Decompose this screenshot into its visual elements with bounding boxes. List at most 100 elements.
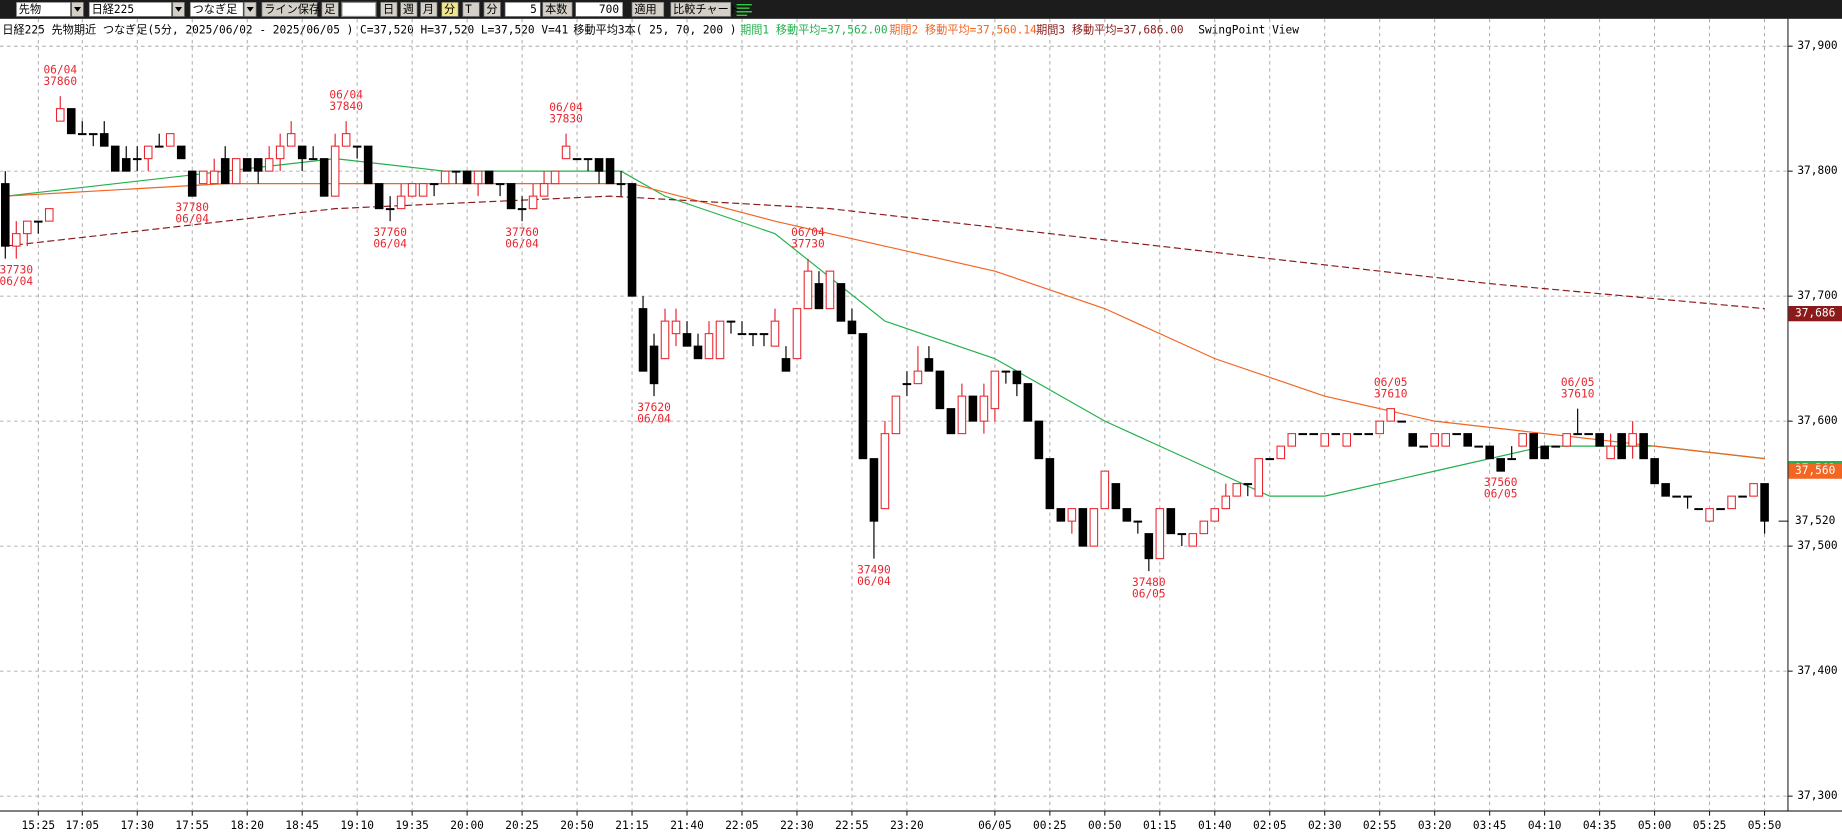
candle-body [1276,445,1286,460]
input [575,1,623,17]
toolbar-label: つなぎ足 [193,2,238,16]
toolbar-label: 適用 [634,2,656,16]
toolbar-item[interactable]: 日経225 [88,1,185,17]
candle-body [968,395,978,422]
toolbar-item[interactable]: 5 [504,1,541,17]
candle-body [451,170,461,173]
swing-date: 06/04 [0,275,33,288]
candle-body [803,270,813,310]
candle-body [484,170,494,185]
candle-body [396,195,406,210]
x-tick-label: 05:00 [1638,819,1672,832]
candle-body [1485,445,1494,460]
candle-body [1243,483,1253,486]
candle-body [869,458,879,522]
toolbar-item[interactable]: 700 [575,1,623,17]
swing-date: 06/05 [1484,488,1518,501]
candle-body [220,158,230,185]
toolbar-item[interactable]: 分 [441,1,459,17]
toolbar-item[interactable]: ライン保存 [261,2,320,17]
price-tag [1788,306,1842,322]
candle-body [990,370,1000,410]
toolbar-label: ライン保存 [264,2,320,16]
candle-body [814,283,824,310]
candle-body [1012,370,1022,385]
toolbar-item[interactable]: 週 [400,1,418,17]
candle-body [1672,495,1681,498]
candle-body [627,183,637,297]
candle-body [594,158,604,172]
x-tick-label: 20:50 [560,819,594,832]
candle-body [1188,533,1198,547]
candle-body [583,158,593,161]
candle-body [1144,533,1154,560]
candle-body [352,145,362,148]
x-tick-label: 04:10 [1528,819,1562,832]
footer-note: SwingPoint View [1198,24,1299,37]
candle-body [1507,458,1516,461]
input-box[interactable] [341,1,377,18]
candle-body [781,358,791,372]
swing-date: 06/04 [175,213,209,226]
candle-body [1210,508,1220,522]
candle-body [1386,408,1396,422]
toolbar-item[interactable]: 足 [321,1,339,17]
candle-body [1529,433,1538,460]
legend-entry: 期間3 移動平均=37,686.00 [1036,23,1184,37]
candle-body [759,333,769,336]
candle-body [1265,458,1275,461]
moving-average-line [5,195,1765,310]
candle-body [330,145,340,197]
toolbar-item[interactable]: 比較チャート [670,2,740,17]
candle-body [528,195,538,210]
candle-body [1727,495,1736,510]
candle-body [143,145,153,160]
y-tick-label: 37,300 [1797,789,1837,802]
x-tick-label: 19:35 [395,819,429,832]
toolbar-label: 分 [444,3,455,16]
dropdown-arrow [175,7,183,12]
candle-body [55,108,65,122]
swing-price: 37860 [43,75,77,88]
candle-body [550,170,560,185]
x-tick-label: 00:25 [1033,819,1067,832]
button [441,1,459,17]
toolbar-item[interactable]: 先物 [16,2,84,17]
candle-body [638,308,648,372]
candle-body [704,333,714,360]
candle-body [1452,433,1461,436]
candle-body [385,208,395,211]
y-tick-label: 37,900 [1797,39,1837,52]
chart-icon[interactable] [736,3,752,16]
toolbar-item[interactable]: 適用 [631,2,665,17]
swing-price: 37490 [857,563,891,576]
x-tick-label: 20:25 [505,819,539,832]
toolbar-item[interactable]: つなぎ足 [189,2,257,17]
candle-body [847,320,857,335]
candle-body [1408,433,1418,447]
candle-body [0,183,10,247]
x-tick-label: 18:20 [230,819,264,832]
toolbar-item[interactable]: 分 [483,1,501,17]
candle-body [264,158,274,172]
swing-date: 06/04 [791,226,825,239]
candle-body [572,158,582,161]
candle-body [748,333,758,336]
candle-body [880,433,890,510]
toolbar-item[interactable]: T [462,1,480,17]
candle-body [1331,433,1341,436]
toolbar-item[interactable]: 日 [380,1,398,17]
toolbar-item[interactable]: 月 [420,1,438,17]
candle-body [1067,508,1077,522]
candle-body [825,270,835,310]
candle-body [792,308,802,360]
toolbar-label: 週 [403,3,414,16]
swing-date: 06/05 [1132,588,1166,601]
candle-body [440,170,450,185]
candle-body [319,158,329,197]
toolbar-label: T [465,3,472,16]
toolbar-label: 5 [530,3,537,16]
toolbar-item[interactable]: 本数 [542,2,573,17]
candle-body [231,158,241,185]
